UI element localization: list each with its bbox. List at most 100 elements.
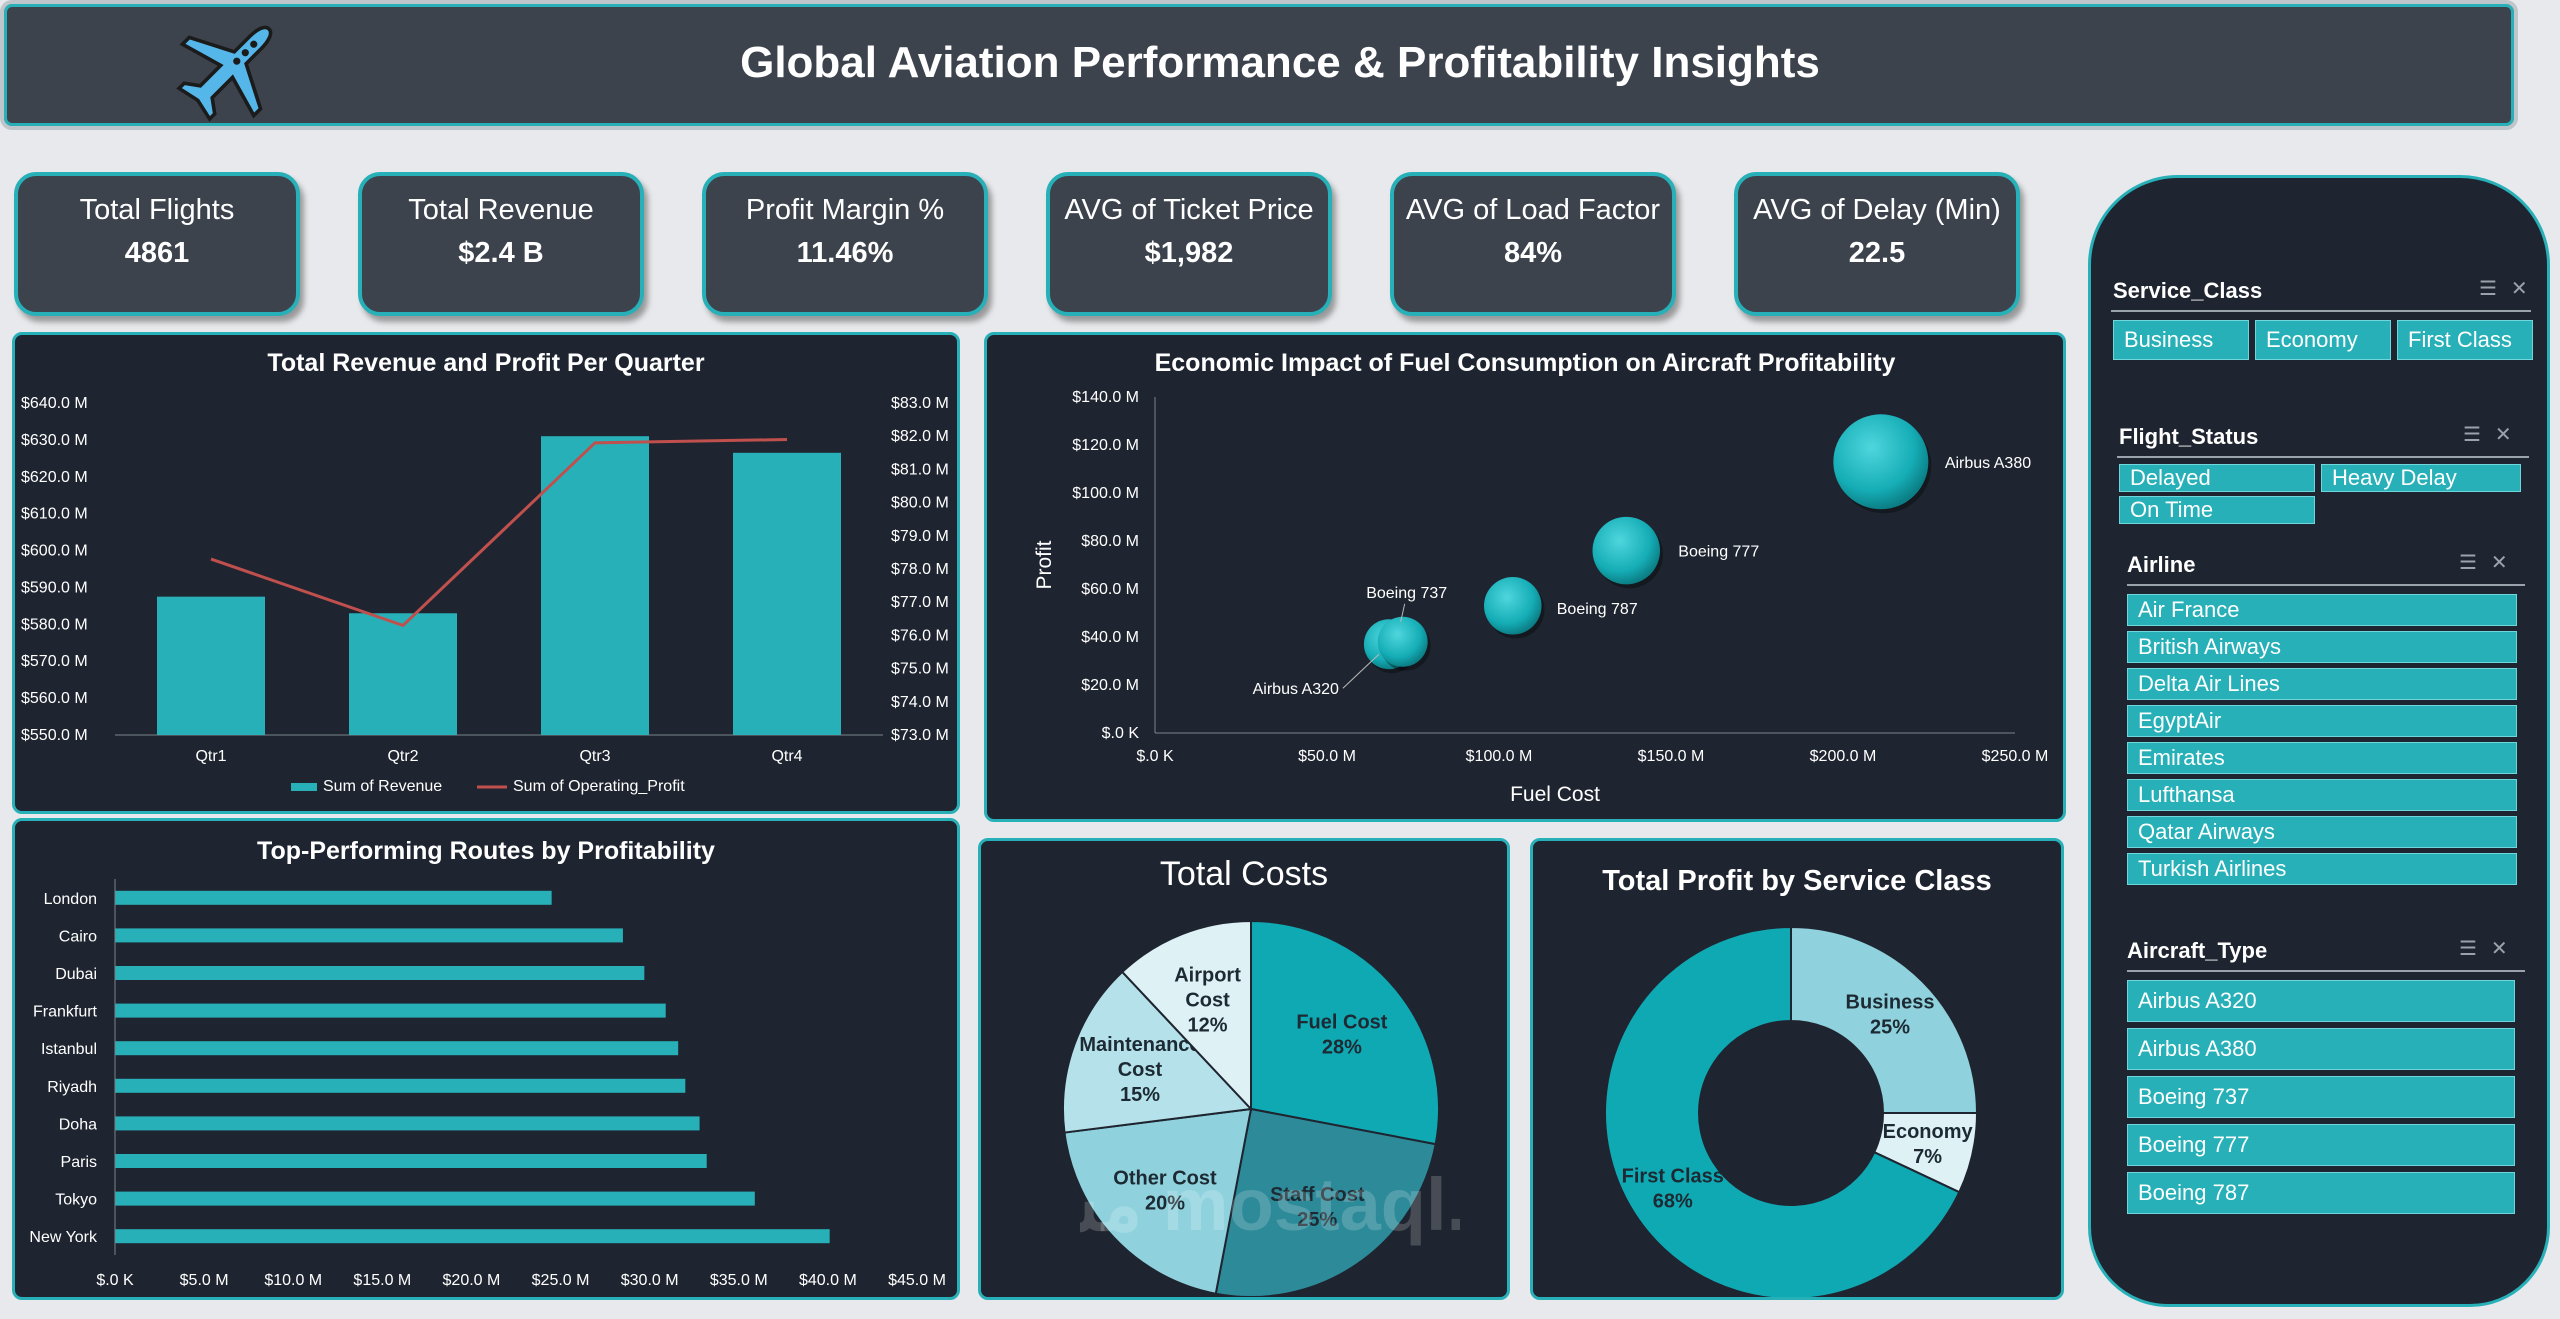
y-tick-label: $560.0 M — [21, 690, 88, 707]
slicer-chip-aircraft[interactable]: Boeing 787 — [2127, 1172, 2515, 1214]
y-tick-label: $20.0 M — [1081, 677, 1139, 694]
kpi-avg-load-factor: AVG of Load Factor 84% — [1390, 172, 1676, 316]
slicer-chip-airline[interactable]: Delta Air Lines — [2127, 668, 2517, 700]
y2-tick-label: $73.0 M — [891, 727, 949, 744]
revenue-profit-svg: $550.0 M $560.0 M $570.0 M $580.0 M $590.0 M… — [21, 395, 949, 795]
bubble-label: Boeing 737 — [1366, 585, 1447, 602]
slice-label: First Class 68% — [1622, 1166, 1724, 1213]
slicer-chip-first-class[interactable]: First Class — [2397, 320, 2533, 360]
kpi-label: AVG of Load Factor — [1405, 194, 1661, 226]
x-tick-label: $30.0 M — [621, 1272, 679, 1289]
kpi-value: 4861 — [124, 237, 190, 269]
x-tick-label: $15.0 M — [353, 1272, 411, 1289]
y2-tick-label: $76.0 M — [891, 627, 949, 644]
slicer-chip-aircraft[interactable]: Boeing 737 — [2127, 1076, 2515, 1118]
kpi-profit-margin: Profit Margin % 11.46% — [702, 172, 988, 316]
slicer-chip-business[interactable]: Business — [2113, 320, 2249, 360]
revenue-profit-quarter-chart: Total Revenue and Profit Per Quarter $55… — [12, 332, 960, 814]
slicer-icons[interactable]: ☰✕ — [2459, 938, 2522, 960]
slicer-chip-airline[interactable]: British Airways — [2127, 631, 2517, 663]
y2-tick-label: $80.0 M — [891, 495, 949, 512]
slicer-divider — [2111, 310, 2531, 312]
slice-label: Other Cost 20% — [1113, 1167, 1217, 1214]
x-tick-label: $40.0 M — [799, 1272, 857, 1289]
x-tick-label: $20.0 M — [443, 1272, 501, 1289]
slicer-icons[interactable]: ☰✕ — [2479, 278, 2542, 300]
slicer-chip-economy[interactable]: Economy — [2255, 320, 2391, 360]
slicer-chip-aircraft[interactable]: Airbus A320 — [2127, 980, 2515, 1022]
slicer-chip-airline[interactable]: Emirates — [2127, 742, 2517, 774]
x-tick-label: Qtr1 — [195, 748, 226, 765]
x-tick-label: $100.0 M — [1466, 748, 1533, 765]
bubble-label: Boeing 787 — [1557, 601, 1638, 618]
kpi-value: 22.5 — [1848, 237, 1906, 269]
route-bar — [115, 1041, 679, 1056]
slicer-title-flight-status: Flight_Status — [2119, 424, 2259, 449]
revenue-bar — [541, 436, 649, 735]
chart-title: Total Profit by Service Class — [1602, 865, 1992, 897]
slicer-chip-airline[interactable]: Turkish Airlines — [2127, 853, 2517, 885]
slicer-chip-airline[interactable]: EgyptAir — [2127, 705, 2517, 737]
slicer-title-service-class: Service_Class — [2113, 278, 2263, 303]
slicer-chip-on-time[interactable]: On Time — [2119, 496, 2315, 524]
x-tick-label: $.0 K — [1136, 748, 1174, 765]
total-costs-chart: Total Costs Fuel Cost 28% Staff Cost 25% Oth… — [978, 838, 1510, 1300]
y2-tick-label: $78.0 M — [891, 561, 949, 578]
x-tick-label: $45.0 M — [888, 1272, 946, 1289]
profit-service-class-svg: Business 25% Economy 7% First Class 68% — [1604, 925, 1979, 1297]
slicer-icons[interactable]: ☰✕ — [2463, 424, 2526, 446]
kpi-total-flights: Total Flights 4861 — [14, 172, 300, 316]
kpi-value: 84% — [1503, 237, 1563, 269]
profit-service-class-chart: Total Profit by Service Class Business 25… — [1530, 838, 2064, 1300]
dashboard-title: Global Aviation Performance & Profitabil… — [740, 38, 1820, 87]
x-tick-label: $35.0 M — [710, 1272, 768, 1289]
pie-slice — [1120, 919, 1252, 1112]
slicer-divider — [2127, 970, 2525, 972]
slicer-chip-aircraft[interactable]: Airbus A380 — [2127, 1028, 2515, 1070]
top-routes-svg: London Cairo Dubai Frankfurt Istanbul Riyadh D… — [29, 879, 946, 1289]
route-label: London — [44, 891, 97, 908]
bubble-point — [1592, 516, 1661, 585]
slicer-chip-airline[interactable]: Lufthansa — [2127, 779, 2517, 811]
slicer-divider — [2127, 584, 2525, 586]
y-tick-label: $590.0 M — [21, 579, 88, 596]
legend-label: Sum of Revenue — [323, 778, 442, 795]
slicer-panel: Service_Class ☰✕ Business Economy First … — [2088, 175, 2550, 1307]
route-label: Frankfurt — [33, 1004, 98, 1021]
y-tick-label: $80.0 M — [1081, 533, 1139, 550]
leader-line — [1400, 603, 1406, 622]
slicer-chip-delayed[interactable]: Delayed — [2119, 464, 2315, 492]
kpi-value: $1,982 — [1144, 237, 1234, 269]
x-tick-label: $.0 K — [96, 1272, 134, 1289]
y-tick-label: $570.0 M — [21, 653, 88, 670]
slicer-chip-heavy-delay[interactable]: Heavy Delay — [2321, 464, 2521, 492]
route-label: Tokyo — [55, 1192, 97, 1209]
route-bar — [115, 890, 552, 905]
y-tick-label: $640.0 M — [21, 395, 88, 412]
y2-tick-label: $82.0 M — [891, 428, 949, 445]
kpi-total-revenue: Total Revenue $2.4 B — [358, 172, 644, 316]
chart-title: Total Costs — [1159, 855, 1329, 893]
kpi-label: AVG of Delay (Min) — [1753, 194, 2001, 226]
y-tick-label: $40.0 M — [1081, 629, 1139, 646]
route-bar — [115, 1154, 707, 1168]
slicer-icons[interactable]: ☰✕ — [2459, 552, 2522, 574]
pie-slice — [1214, 1107, 1437, 1297]
bubble-label: Boeing 777 — [1678, 544, 1759, 561]
y2-tick-label: $79.0 M — [891, 528, 949, 545]
kpi-value: 11.46% — [796, 237, 894, 269]
y2-tick-label: $77.0 M — [891, 594, 949, 611]
revenue-bar — [349, 613, 457, 735]
slicer-title-airline: Airline — [2127, 552, 2196, 577]
bubble-point — [1484, 577, 1542, 635]
slicer-chip-aircraft[interactable]: Boeing 777 — [2127, 1124, 2515, 1166]
pie-slice — [1250, 919, 1440, 1146]
fuel-bubble-chart: Economic Impact of Fuel Consumption on A… — [984, 332, 2066, 822]
y-tick-label: $100.0 M — [1072, 485, 1139, 502]
y-tick-label: $140.0 M — [1072, 389, 1139, 406]
route-bar — [115, 966, 645, 980]
slicer-chip-airline[interactable]: Qatar Airways — [2127, 816, 2517, 848]
slicer-chip-airline[interactable]: Air France — [2127, 594, 2517, 626]
y2-tick-label: $83.0 M — [891, 395, 949, 412]
chart-title: Top-Performing Routes by Profitability — [257, 837, 715, 865]
